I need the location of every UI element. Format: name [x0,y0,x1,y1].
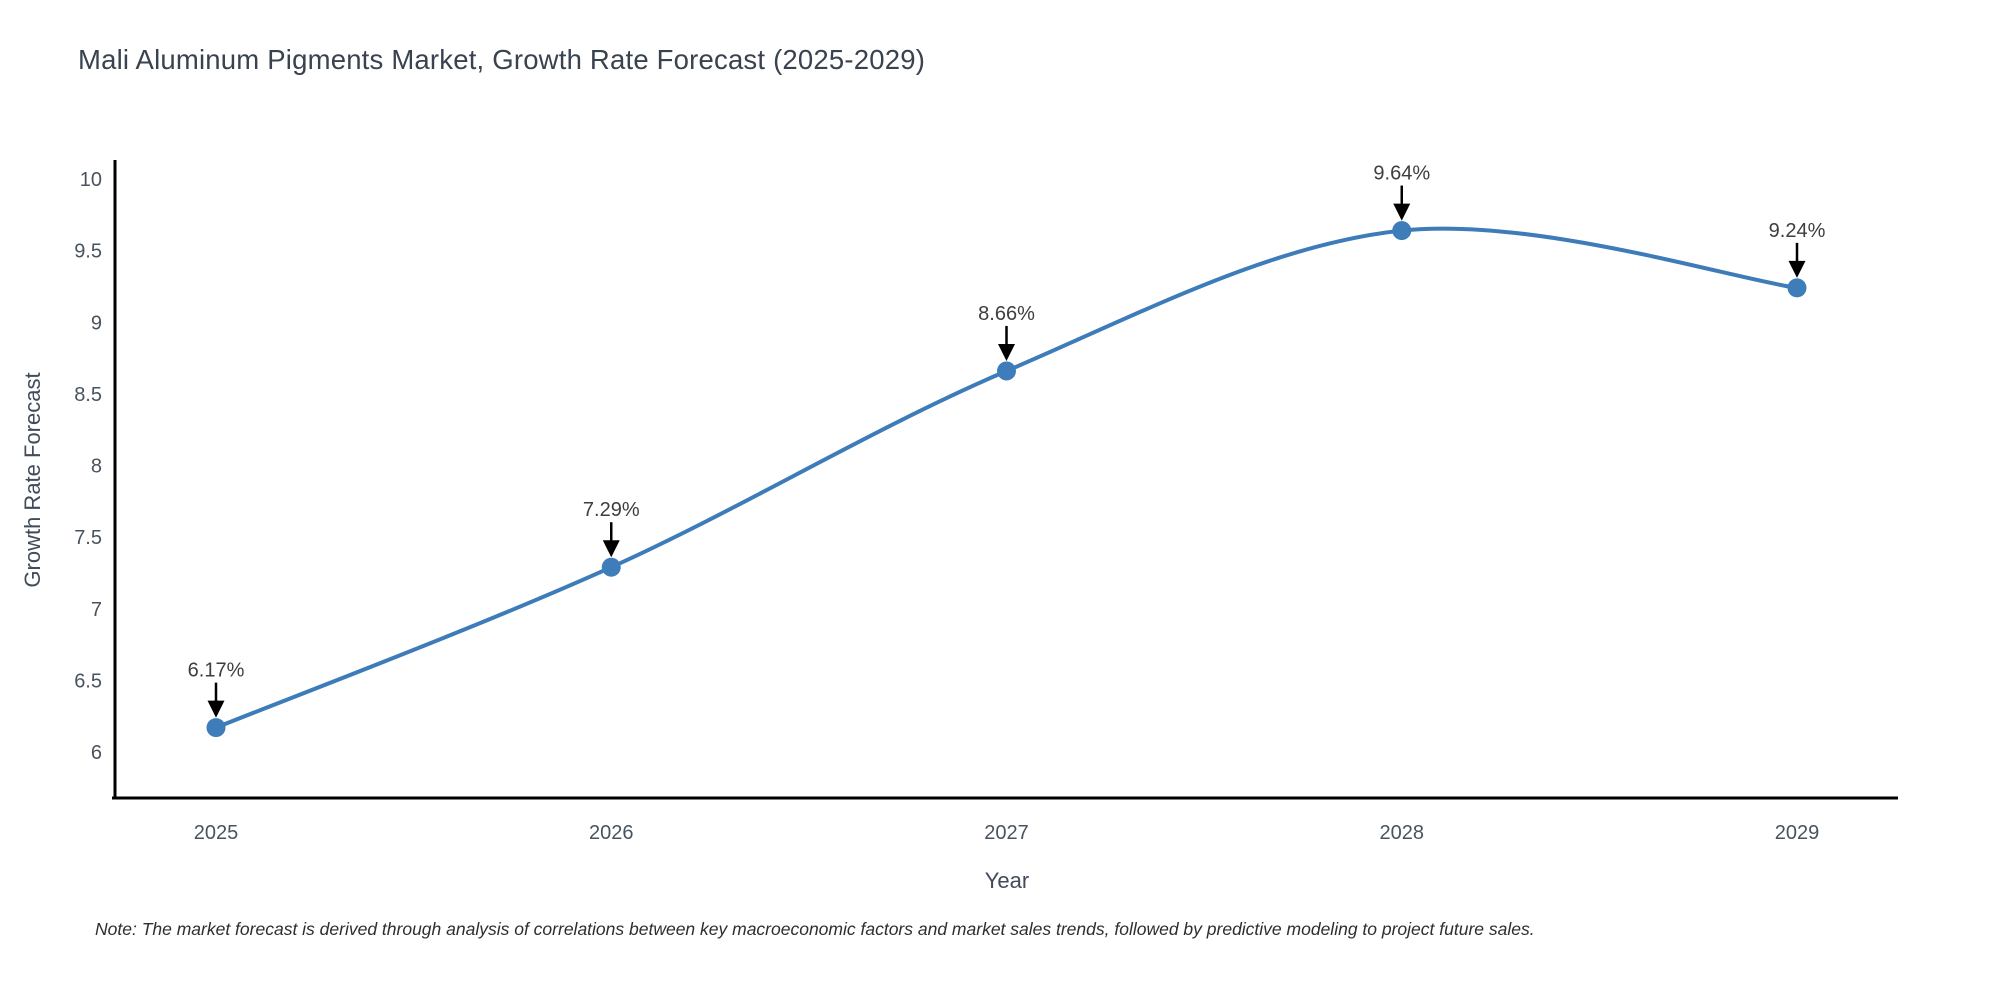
y-tick-label: 7.5 [74,527,102,549]
annotation-arrow-head [602,540,620,558]
annotation-arrow-head [1788,260,1806,278]
data-point-2027[interactable] [997,361,1016,381]
annotation-label: 8.66% [978,303,1035,325]
annotation-arrow-head [998,343,1015,361]
y-tick-label: 6 [91,742,102,764]
data-point-2029[interactable] [1787,278,1807,298]
x-tick-label: 2026 [589,822,634,844]
y-tick-label: 9 [91,312,102,334]
y-tick-label: 8.5 [74,384,102,406]
y-tick-label: 10 [80,169,102,191]
y-tick-label: 9.5 [74,241,102,263]
annotation-label: 7.29% [583,499,640,521]
annotation-arrow-head [207,700,225,718]
y-axis-title: Growth Rate Forecast [20,372,45,588]
y-tick-label: 8 [91,456,102,478]
x-tick-label: 2028 [1380,822,1425,844]
x-tick-label: 2025 [194,822,239,844]
chart-title: Mali Aluminum Pigments Market, Growth Ra… [78,44,926,75]
data-point-2025[interactable] [206,718,226,738]
annotation-label: 6.17% [188,660,245,682]
footnote: Note: The market forecast is derived thr… [95,919,1535,939]
x-tick-label: 2029 [1775,822,1820,844]
data-point-2026[interactable] [601,557,621,577]
y-tick-label: 7 [91,599,102,621]
annotation-label: 9.24% [1769,220,1826,242]
y-tick-label: 6.5 [74,670,102,692]
x-tick-label: 2027 [984,822,1029,844]
annotation-label: 9.64% [1373,163,1430,185]
data-point-2028[interactable] [1392,221,1412,241]
x-axis-title: Year [984,868,1030,893]
annotation-arrow-head [1393,203,1411,221]
